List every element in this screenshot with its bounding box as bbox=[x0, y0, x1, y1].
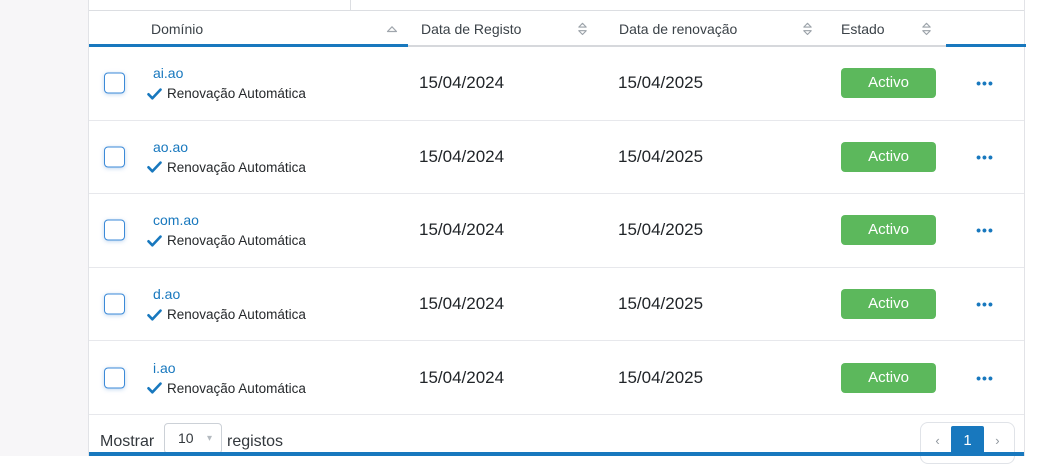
check-icon bbox=[147, 235, 162, 247]
status-badge: Activo bbox=[841, 215, 936, 246]
registration-date: 15/04/2024 bbox=[419, 220, 505, 240]
column-header-dominio[interactable]: Domínio bbox=[151, 21, 204, 37]
actions-column-underline bbox=[946, 44, 1026, 47]
registration-date: 15/04/2024 bbox=[419, 294, 505, 314]
table-row: d.ao Renovação Automática 15/04/2024 15/… bbox=[89, 267, 1024, 342]
domains-table-card: Domínio Data de Registo Data de renovaçã… bbox=[88, 0, 1026, 464]
page-left-gutter bbox=[0, 0, 88, 456]
pagination: ‹ 1 › bbox=[920, 421, 1015, 464]
row-actions-ellipsis-icon[interactable]: ••• bbox=[976, 148, 994, 165]
pagination-prev-button[interactable]: ‹ bbox=[935, 432, 940, 448]
renewal-date: 15/04/2025 bbox=[618, 367, 704, 387]
auto-renew-label: Renovação Automática bbox=[167, 307, 306, 323]
table-row: com.ao Renovação Automática 15/04/2024 1… bbox=[89, 194, 1024, 268]
check-icon bbox=[147, 88, 162, 100]
toolbar-remnant-divider bbox=[350, 0, 351, 10]
sort-ascending-icon[interactable] bbox=[385, 25, 399, 33]
pagination-current-page[interactable]: 1 bbox=[951, 425, 984, 456]
pagination-next-button[interactable]: › bbox=[995, 432, 1000, 448]
row-select-checkbox[interactable] bbox=[104, 367, 125, 389]
page-size-value: 10 bbox=[178, 430, 194, 447]
domain-cell: d.ao Renovação Automática bbox=[147, 286, 306, 322]
row-select-checkbox[interactable] bbox=[104, 219, 125, 241]
sort-icon[interactable] bbox=[577, 22, 588, 37]
sort-icon[interactable] bbox=[802, 22, 813, 37]
check-icon bbox=[147, 161, 162, 173]
caret-down-icon: ▾ bbox=[206, 432, 212, 444]
column-header-data-registo[interactable]: Data de Registo bbox=[421, 21, 522, 37]
domain-cell: ai.ao Renovação Automática bbox=[147, 65, 306, 101]
domain-cell: i.ao Renovação Automática bbox=[147, 360, 306, 396]
domain-cell: ao.ao Renovação Automática bbox=[147, 139, 306, 175]
domain-cell: com.ao Renovação Automática bbox=[147, 212, 306, 248]
auto-renew-indicator: Renovação Automática bbox=[147, 381, 306, 396]
row-select-checkbox[interactable] bbox=[104, 146, 125, 168]
row-actions-ellipsis-icon[interactable]: ••• bbox=[976, 222, 994, 239]
domain-link[interactable]: d.ao bbox=[153, 286, 181, 303]
auto-renew-label: Renovação Automática bbox=[167, 86, 306, 102]
auto-renew-indicator: Renovação Automática bbox=[147, 307, 306, 322]
table-body: ai.ao Renovação Automática 15/04/2024 15… bbox=[89, 47, 1024, 415]
page-size-select[interactable]: 10 ▾ bbox=[164, 422, 222, 454]
renewal-date: 15/04/2025 bbox=[618, 73, 704, 93]
table-row: ao.ao Renovação Automática 15/04/2024 15… bbox=[89, 120, 1024, 195]
bottom-accent-bar bbox=[89, 452, 1024, 456]
registration-date: 15/04/2024 bbox=[419, 146, 505, 166]
renewal-date: 15/04/2025 bbox=[618, 146, 704, 166]
status-badge: Activo bbox=[841, 68, 936, 99]
auto-renew-label: Renovação Automática bbox=[167, 380, 306, 396]
auto-renew-indicator: Renovação Automática bbox=[147, 160, 306, 175]
auto-renew-indicator: Renovação Automática bbox=[147, 86, 306, 101]
domain-link[interactable]: i.ao bbox=[153, 359, 176, 376]
table-footer: Mostrar 10 ▾ registos ‹ 1 › bbox=[89, 414, 1024, 464]
table-row: i.ao Renovação Automática 15/04/2024 15/… bbox=[89, 341, 1024, 415]
row-actions-ellipsis-icon[interactable]: ••• bbox=[976, 75, 994, 92]
records-label: registos bbox=[227, 432, 284, 450]
sort-icon[interactable] bbox=[921, 22, 932, 37]
check-icon bbox=[147, 308, 162, 321]
row-select-checkbox[interactable] bbox=[104, 72, 125, 94]
check-icon bbox=[147, 382, 162, 394]
table-header: Domínio Data de Registo Data de renovaçã… bbox=[89, 11, 1026, 47]
auto-renew-label: Renovação Automática bbox=[167, 159, 306, 175]
sorted-column-underline bbox=[89, 44, 408, 47]
registration-date: 15/04/2024 bbox=[419, 73, 505, 93]
auto-renew-indicator: Renovação Automática bbox=[147, 233, 306, 248]
row-select-checkbox[interactable] bbox=[104, 293, 125, 315]
auto-renew-label: Renovação Automática bbox=[167, 233, 306, 249]
status-badge: Activo bbox=[841, 289, 936, 320]
renewal-date: 15/04/2025 bbox=[618, 220, 704, 240]
status-badge: Activo bbox=[841, 362, 936, 393]
toolbar-remnant bbox=[89, 0, 1024, 11]
registration-date: 15/04/2024 bbox=[419, 367, 505, 387]
column-header-data-renovacao[interactable]: Data de renovação bbox=[619, 21, 738, 37]
domain-link[interactable]: ao.ao bbox=[153, 138, 189, 155]
column-header-estado[interactable]: Estado bbox=[841, 21, 885, 37]
page-size-label: Mostrar bbox=[100, 432, 155, 450]
table-row: ai.ao Renovação Automática 15/04/2024 15… bbox=[89, 47, 1024, 121]
row-actions-ellipsis-icon[interactable]: ••• bbox=[976, 296, 994, 313]
renewal-date: 15/04/2025 bbox=[618, 294, 704, 314]
row-actions-ellipsis-icon[interactable]: ••• bbox=[976, 369, 994, 386]
status-badge: Activo bbox=[841, 141, 936, 172]
domain-link[interactable]: ai.ao bbox=[153, 65, 184, 82]
header-underline bbox=[408, 45, 946, 47]
domain-link[interactable]: com.ao bbox=[153, 212, 199, 229]
